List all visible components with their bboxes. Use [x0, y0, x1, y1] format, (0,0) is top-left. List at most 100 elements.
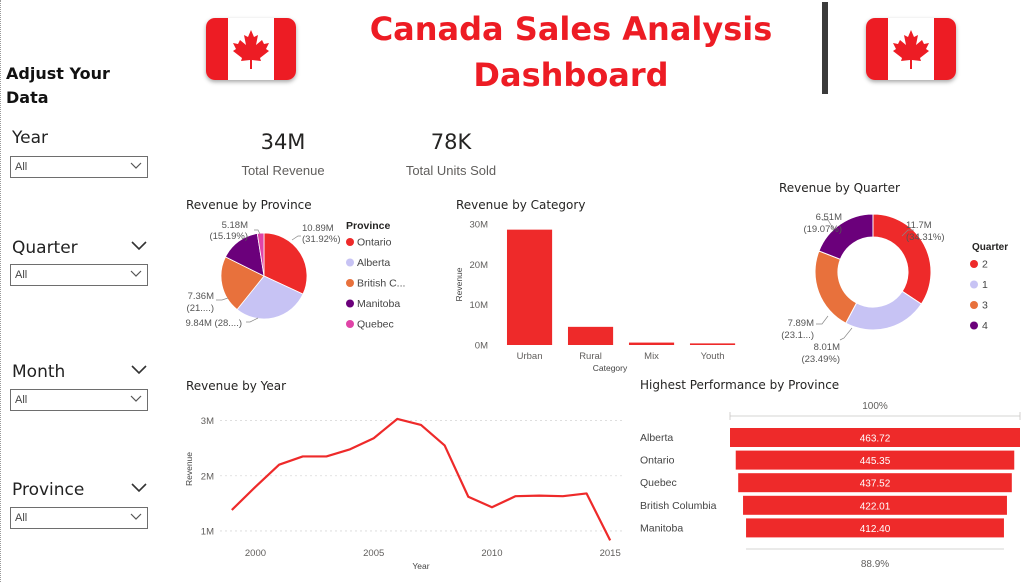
canada-flag-icon: [866, 18, 956, 80]
funnel-bar-alberta: [730, 428, 1020, 447]
y-tick-label: 0M: [475, 341, 488, 352]
slice-value-label: 10.89M: [302, 223, 334, 234]
y-tick-label: 2M: [201, 471, 214, 482]
pie-slice-quebec: [256, 232, 265, 277]
legend-title: Province: [346, 220, 391, 232]
chevron-down-icon[interactable]: [130, 364, 148, 376]
funnel-top-label: 100%: [862, 401, 888, 412]
legend-marker: [346, 279, 354, 287]
leader-line: [216, 297, 229, 301]
legend-marker: [346, 320, 354, 328]
province-funnel-chart[interactable]: 100% 463.72 Alberta 445.35 Ontario 437.52 Queb…: [636, 392, 1024, 572]
year-dropdown-value: All: [15, 161, 28, 173]
bar-youth: [689, 343, 736, 345]
quarter-donut-chart[interactable]: 11.7M(34.31%) 6.51M(19.07%) 7.89M(23.1...)…: [776, 198, 1022, 366]
legend-marker: [970, 280, 978, 289]
month-dropdown-value: All: [15, 394, 28, 406]
legend-marker: [346, 299, 354, 308]
quarter-donut-title: Revenue by Quarter: [779, 181, 900, 195]
funnel-category-label: Ontario: [640, 455, 675, 467]
total-units-value: 78K: [430, 130, 472, 154]
funnel-category-label: Quebec: [640, 477, 677, 489]
x-tick-label: Rural: [579, 351, 602, 362]
slice-value-label: 7.89M: [788, 318, 814, 329]
legend-marker: [970, 260, 978, 268]
province-filter-label: Province: [12, 480, 85, 500]
title-divider: [822, 2, 828, 94]
chevron-down-icon[interactable]: [130, 482, 148, 494]
slice-value-label: 11.7M: [906, 220, 932, 231]
legend-item: British C...: [357, 278, 405, 290]
category-bar-title: Revenue by Category: [456, 198, 586, 212]
month-dropdown[interactable]: All: [10, 389, 148, 411]
slice-percent-label: (23.1...): [781, 330, 814, 341]
slice-value-label: 6.51M: [816, 212, 842, 223]
legend-item: Ontario: [357, 237, 392, 249]
leader-line: [839, 327, 853, 341]
province-pie-title: Revenue by Province: [186, 198, 312, 212]
pie-slice-british-c-: [220, 256, 265, 311]
province-dropdown-value: All: [15, 512, 28, 524]
bar-mix: [628, 342, 675, 345]
category-bar-chart[interactable]: 0M 10M 20M 30M Urban Rural Mix Youth Category Rev…: [450, 214, 750, 374]
x-tick-label: 2000: [245, 548, 266, 559]
leader-line: [246, 317, 259, 323]
month-filter-label: Month: [12, 362, 66, 382]
slice-percent-label: (31.92%): [302, 234, 341, 245]
slice-value-label: 7.36M: [188, 291, 214, 302]
sidebar-heading: Adjust Your Data: [6, 64, 110, 107]
pie-slice-ontario: [263, 232, 308, 295]
province-dropdown[interactable]: All: [10, 507, 148, 529]
year-filter-label: Year: [12, 128, 48, 148]
slice-value-label: 9.84M (28....): [186, 318, 243, 329]
legend-item: Manitoba: [357, 298, 400, 310]
x-tick-label: Mix: [644, 351, 659, 362]
funnel-bar-manitoba: [746, 518, 1004, 538]
legend-marker: [970, 321, 978, 330]
slice-percent-label: (19.07%): [803, 224, 842, 235]
y-tick-label: 30M: [470, 220, 489, 231]
total-units-label: Total Units Sold: [405, 163, 497, 178]
funnel-category-label: British Columbia: [640, 500, 717, 512]
leader-line: [901, 229, 914, 237]
province-pie-chart[interactable]: 10.89M(31.92%) 5.18M(15.19%) 7.36M(21....)…: [180, 214, 420, 334]
funnel-bar-quebec: [738, 473, 1012, 493]
canvas-left-border: [0, 0, 2, 582]
funnel-bar-british-columbia: [743, 495, 1007, 515]
total-revenue-label: Total Revenue: [241, 163, 325, 178]
legend-marker: [346, 238, 354, 246]
y-tick-label: 10M: [470, 300, 489, 311]
legend-title: Quarter: [972, 242, 1008, 253]
chevron-down-icon: [130, 513, 142, 520]
year-dropdown[interactable]: All: [10, 156, 148, 178]
dashboard-title: Canada Sales Analysis Dashboard: [369, 10, 773, 94]
funnel-value-label: 412.40: [860, 524, 891, 535]
quarter-dropdown[interactable]: All: [10, 264, 148, 286]
x-tick-label: Urban: [517, 351, 543, 362]
x-tick-label: 2010: [481, 548, 502, 559]
legend-item: 4: [982, 320, 988, 332]
y-tick-label: 3M: [201, 416, 214, 427]
x-tick-label: 2015: [600, 548, 621, 559]
legend-item: Quebec: [357, 319, 394, 331]
chevron-down-icon: [130, 270, 142, 277]
donut-slice-q1: [845, 290, 923, 331]
quarter-filter-label: Quarter: [12, 238, 78, 258]
flag-graphic: [866, 18, 956, 80]
bar-rural: [567, 326, 614, 345]
funnel-category-label: Manitoba: [640, 522, 683, 534]
legend-marker: [346, 258, 354, 267]
leader-line: [816, 315, 829, 325]
leader-line: [822, 219, 835, 231]
revenue-year-line-chart[interactable]: 1M 2M 3M 2000 2005 2010 2015 Year Revenue: [180, 396, 630, 572]
donut-slice-q3: [814, 250, 858, 324]
slice-percent-label: (15.19%): [209, 231, 248, 242]
funnel-value-label: 437.52: [860, 479, 891, 490]
legend-item: Alberta: [357, 257, 390, 269]
y-axis-title: Revenue: [454, 267, 464, 301]
slice-percent-label: (21....): [187, 303, 214, 314]
chevron-down-icon[interactable]: [130, 240, 148, 252]
x-tick-label: Youth: [701, 351, 725, 362]
pie-slice-alberta: [236, 275, 304, 320]
bar-urban: [506, 229, 553, 345]
